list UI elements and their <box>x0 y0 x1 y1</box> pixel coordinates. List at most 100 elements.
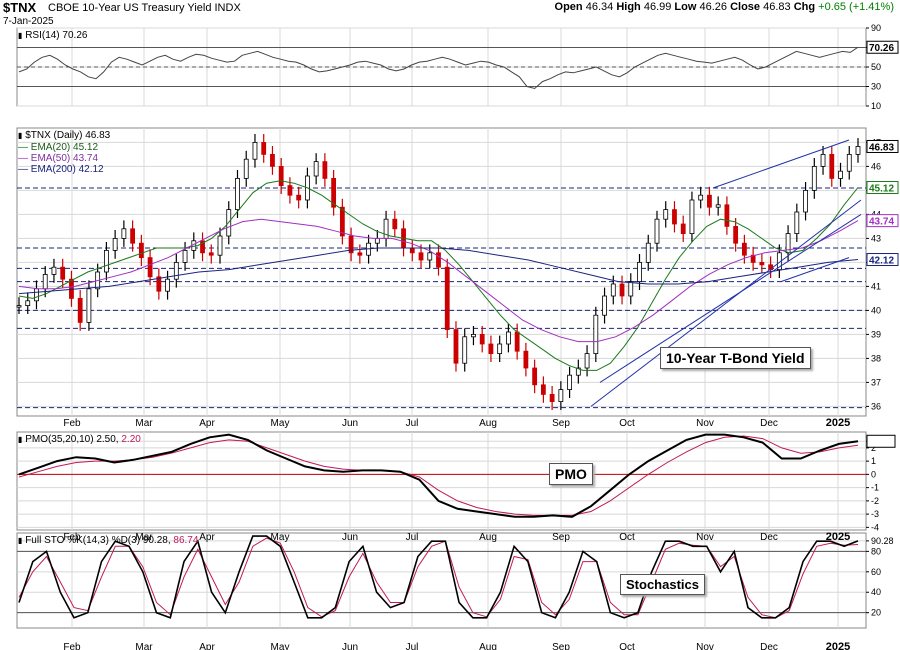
price-candle-body <box>707 194 712 208</box>
price-last-value-box-bg <box>866 214 899 228</box>
pmo-line <box>18 433 859 518</box>
price-candle-body <box>252 141 258 160</box>
price-trendline <box>712 139 850 189</box>
price-candle-body <box>680 223 686 234</box>
low-label: Low <box>674 1 697 13</box>
rsi-last-value: 70.26 <box>869 43 894 54</box>
price-last-value-box-bg <box>866 253 899 267</box>
price-candle-body <box>811 165 817 191</box>
price-candle-body <box>637 261 642 282</box>
price-candle-body <box>549 393 555 402</box>
price-candle-body <box>558 389 564 403</box>
sto-legend-label: Full STO %K(14,3) %D(3) 90.28, <box>25 535 171 546</box>
price-candle-body <box>103 249 109 273</box>
pmo-month-label: Sep <box>552 532 570 543</box>
price-month-label: May <box>271 418 290 429</box>
price-candle-body <box>540 384 546 395</box>
sto-panel-frame <box>16 532 867 629</box>
ema20-legend-swatch: — <box>18 142 28 153</box>
price-candle-body <box>444 266 450 331</box>
sto-month-label: Jul <box>406 642 419 650</box>
price-month-label: Jul <box>406 418 419 429</box>
rsi-y-tick-label: 10 <box>871 101 881 111</box>
sto-month-label: 2025 <box>826 641 850 650</box>
pmo-signal-legend-label: 2.20 <box>121 434 141 445</box>
price-candle-body <box>794 211 800 235</box>
price-last-value-box: 42.12 <box>866 253 899 267</box>
price-candle-body <box>331 177 337 208</box>
price-candle-body <box>156 276 162 292</box>
price-candle-body <box>741 242 747 256</box>
price-month-label: 2025 <box>826 417 850 429</box>
price-candle-body <box>418 252 424 261</box>
price-last-value: 46.83 <box>869 142 894 153</box>
pmo-y-tick-label: -1 <box>871 483 879 493</box>
close-value: 46.83 <box>763 1 791 13</box>
price-month-label: Feb <box>63 418 81 429</box>
price-candle-body <box>121 228 127 239</box>
price-candle-body <box>322 161 328 179</box>
price-candle-body <box>147 257 153 278</box>
price-candle-body <box>348 235 354 254</box>
price-candle-body <box>628 281 634 297</box>
price-last-value-box: 45.12 <box>866 181 899 195</box>
ema20-legend-label: EMA(20) 45.12 <box>30 142 99 153</box>
pmo-month-label: May <box>271 532 290 543</box>
price-candle-body <box>575 367 581 376</box>
ema200-legend-label: EMA(200) 42.12 <box>30 164 104 175</box>
price-y-tick-label: 38 <box>871 353 881 363</box>
price-candle-body <box>506 331 511 345</box>
rsi-legend: ▮ RSI(14) 70.26 <box>18 30 87 41</box>
price-candle-body <box>357 252 363 256</box>
sto-y-tick-label: 20 <box>871 608 881 618</box>
pmo-legend: ▮ PMO(35,20,10) 2.50, 2.20 <box>18 434 141 445</box>
price-candle-body <box>479 333 485 345</box>
pmo-y-tick-label: 2 <box>871 443 876 453</box>
price-candle-body <box>34 288 39 302</box>
price-candle-body <box>287 185 293 196</box>
price-candle-body <box>567 374 572 391</box>
price-legend-swatch: ▮ <box>18 131 23 140</box>
sto-month-label: Nov <box>696 642 714 650</box>
price-candle-body <box>173 261 179 280</box>
price-candle-body <box>855 146 861 155</box>
sto-month-label: Feb <box>63 642 81 650</box>
price-month-label: Sep <box>552 418 570 429</box>
price-candle-body <box>235 177 240 210</box>
price-month-label: Aug <box>479 418 497 429</box>
pmo-y-tick-label: 0 <box>871 469 876 479</box>
ema200-legend-swatch: — <box>18 164 28 175</box>
ema50-legend: — EMA(50) 43.74 <box>18 153 98 164</box>
price-candle-body <box>462 336 468 364</box>
price-candle-body <box>112 237 118 251</box>
price-candle-body <box>619 283 625 297</box>
price-candle-body <box>715 204 721 208</box>
price-candle-body <box>846 153 852 172</box>
rsi-y-tick-label: 50 <box>871 62 881 72</box>
price-candle-body <box>663 209 669 220</box>
pmo-y-tick-label: -4 <box>871 522 879 532</box>
pmo-month-label: Nov <box>696 532 714 543</box>
rsi-y-tick-label: 30 <box>871 82 881 92</box>
price-month-label: Nov <box>696 418 714 429</box>
price-candle-body <box>208 252 214 256</box>
price-candle-body <box>130 228 136 244</box>
price-candle-body <box>532 367 538 386</box>
open-label: Open <box>554 1 583 13</box>
price-last-value-box: 46.83 <box>866 139 899 153</box>
sto-month-label: Apr <box>199 642 215 650</box>
price-candle-body <box>471 333 476 338</box>
sto-k-line <box>18 535 859 619</box>
price-candle-body <box>838 170 843 179</box>
price-month-label: Oct <box>619 418 635 429</box>
price-candle-body <box>820 153 826 167</box>
sto-y-tick-label: 80 <box>871 546 881 556</box>
rsi-line <box>18 46 859 90</box>
rsi-legend-label: RSI(14) 70.26 <box>25 30 88 41</box>
price-legend: ▮ $TNX (Daily) 46.83 <box>18 130 110 141</box>
price-candle-body <box>313 161 319 177</box>
pmo-y-tick-label: -3 <box>871 509 879 519</box>
sto-annotation: Stochastics <box>620 574 705 595</box>
pmo-annotation: PMO <box>549 463 593 485</box>
price-y-tick-label: 36 <box>871 401 881 411</box>
